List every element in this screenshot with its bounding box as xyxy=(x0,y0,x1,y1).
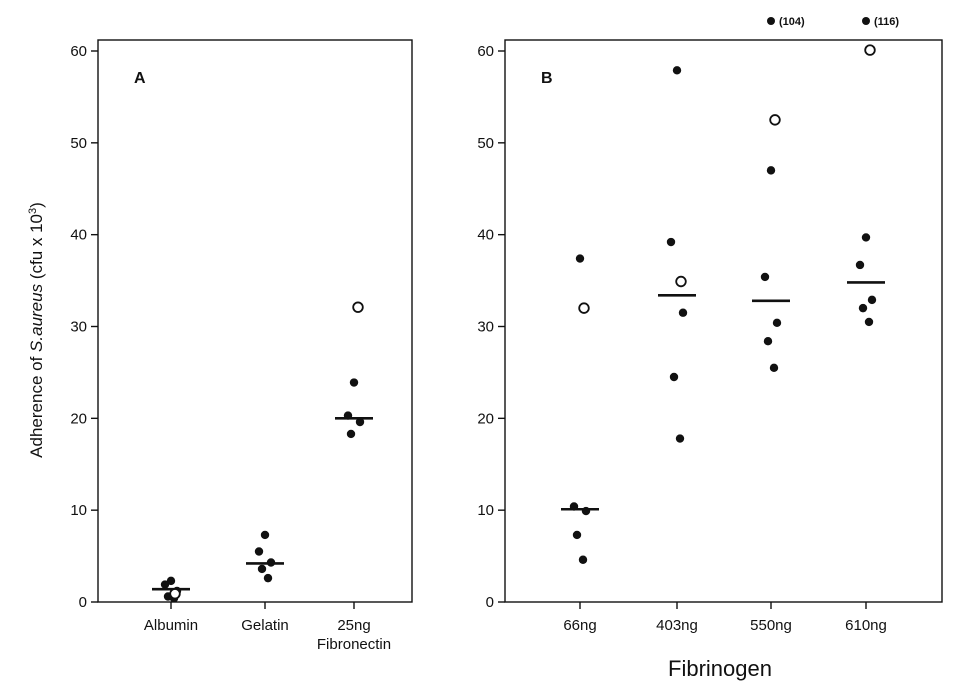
filled-point xyxy=(769,363,779,373)
filled-point xyxy=(160,580,170,589)
plot-frame-b xyxy=(504,39,943,603)
filled-point xyxy=(766,166,776,175)
panel-letter-a: A xyxy=(134,70,146,87)
x-axis-title-b: Fibrinogen xyxy=(668,656,772,681)
y-tick-label-a: 0 xyxy=(79,594,87,611)
filled-point xyxy=(772,318,782,328)
x-tick-label-b: 610ng xyxy=(845,617,887,634)
filled-point xyxy=(581,506,591,516)
filled-point xyxy=(678,308,688,317)
filled-point xyxy=(763,336,773,346)
y-tick-label-b: 20 xyxy=(477,410,494,427)
filled-point xyxy=(578,555,588,564)
filled-point xyxy=(867,295,877,305)
filled-point xyxy=(760,272,770,282)
x-tick-label-b: 403ng xyxy=(656,617,698,634)
filled-point xyxy=(672,66,682,75)
panel-b: 0 10 20 30 40 50 60 66ng 403ng 550ng 610ng B (104) (1… xyxy=(477,16,943,634)
filled-point xyxy=(666,237,676,247)
filled-point xyxy=(864,317,874,327)
filled-point xyxy=(257,564,267,574)
filled-point xyxy=(861,233,871,242)
y-tick-label-a: 60 xyxy=(70,43,87,60)
off-scale-point xyxy=(767,17,775,25)
filled-point xyxy=(254,547,264,556)
y-tick-label-a: 10 xyxy=(70,502,87,519)
y-tick-label-a: 40 xyxy=(70,227,87,244)
off-scale-label: (116) xyxy=(874,16,899,28)
x-tick-label-b: 66ng xyxy=(563,617,596,634)
y-axis-label: Adherence of S.aureus (cfu x 103) xyxy=(27,202,46,458)
plot-frame-a xyxy=(97,39,413,603)
filled-point xyxy=(858,303,868,313)
open-point xyxy=(578,302,590,314)
filled-point xyxy=(266,558,276,567)
x-tick-label-line2-a: Fibronectin xyxy=(317,636,391,653)
y-tick-label-b: 30 xyxy=(477,319,494,336)
filled-point xyxy=(343,411,353,420)
x-tick-label-b: 550ng xyxy=(750,617,792,634)
open-point xyxy=(352,301,364,313)
filled-point xyxy=(569,502,579,511)
y-tick-label-b: 0 xyxy=(486,594,494,611)
y-tick-label-b: 50 xyxy=(477,135,494,152)
filled-point xyxy=(355,417,365,427)
off-scale-label: (104) xyxy=(779,16,805,28)
filled-point xyxy=(575,254,585,263)
filled-point xyxy=(263,573,273,583)
filled-point xyxy=(349,378,359,387)
filled-point xyxy=(669,372,679,382)
x-tick-label-a: 25ng xyxy=(337,617,370,634)
y-tick-label-a: 20 xyxy=(70,410,87,427)
filled-point xyxy=(346,429,356,439)
y-tick-label-a: 30 xyxy=(70,319,87,336)
open-point xyxy=(169,588,181,600)
y-tick-label-b: 60 xyxy=(477,43,494,60)
panel-letter-b: B xyxy=(541,70,553,87)
off-scale-point xyxy=(862,17,870,25)
open-point xyxy=(864,44,876,56)
panel-a: 0 10 20 30 40 50 60 Albumin Gelatin 25ng Fibronect… xyxy=(70,39,413,653)
y-tick-label-b: 40 xyxy=(477,227,494,244)
filled-point xyxy=(260,530,270,540)
y-tick-label-a: 50 xyxy=(70,135,87,152)
x-tick-label-a: Gelatin xyxy=(241,617,289,634)
x-tick-label-a: Albumin xyxy=(144,617,198,634)
open-point xyxy=(769,114,781,126)
filled-point xyxy=(572,530,582,540)
filled-point xyxy=(675,434,685,443)
filled-point xyxy=(855,260,865,270)
filled-point xyxy=(166,576,176,586)
open-point xyxy=(675,275,687,288)
y-tick-label-b: 10 xyxy=(477,502,494,519)
